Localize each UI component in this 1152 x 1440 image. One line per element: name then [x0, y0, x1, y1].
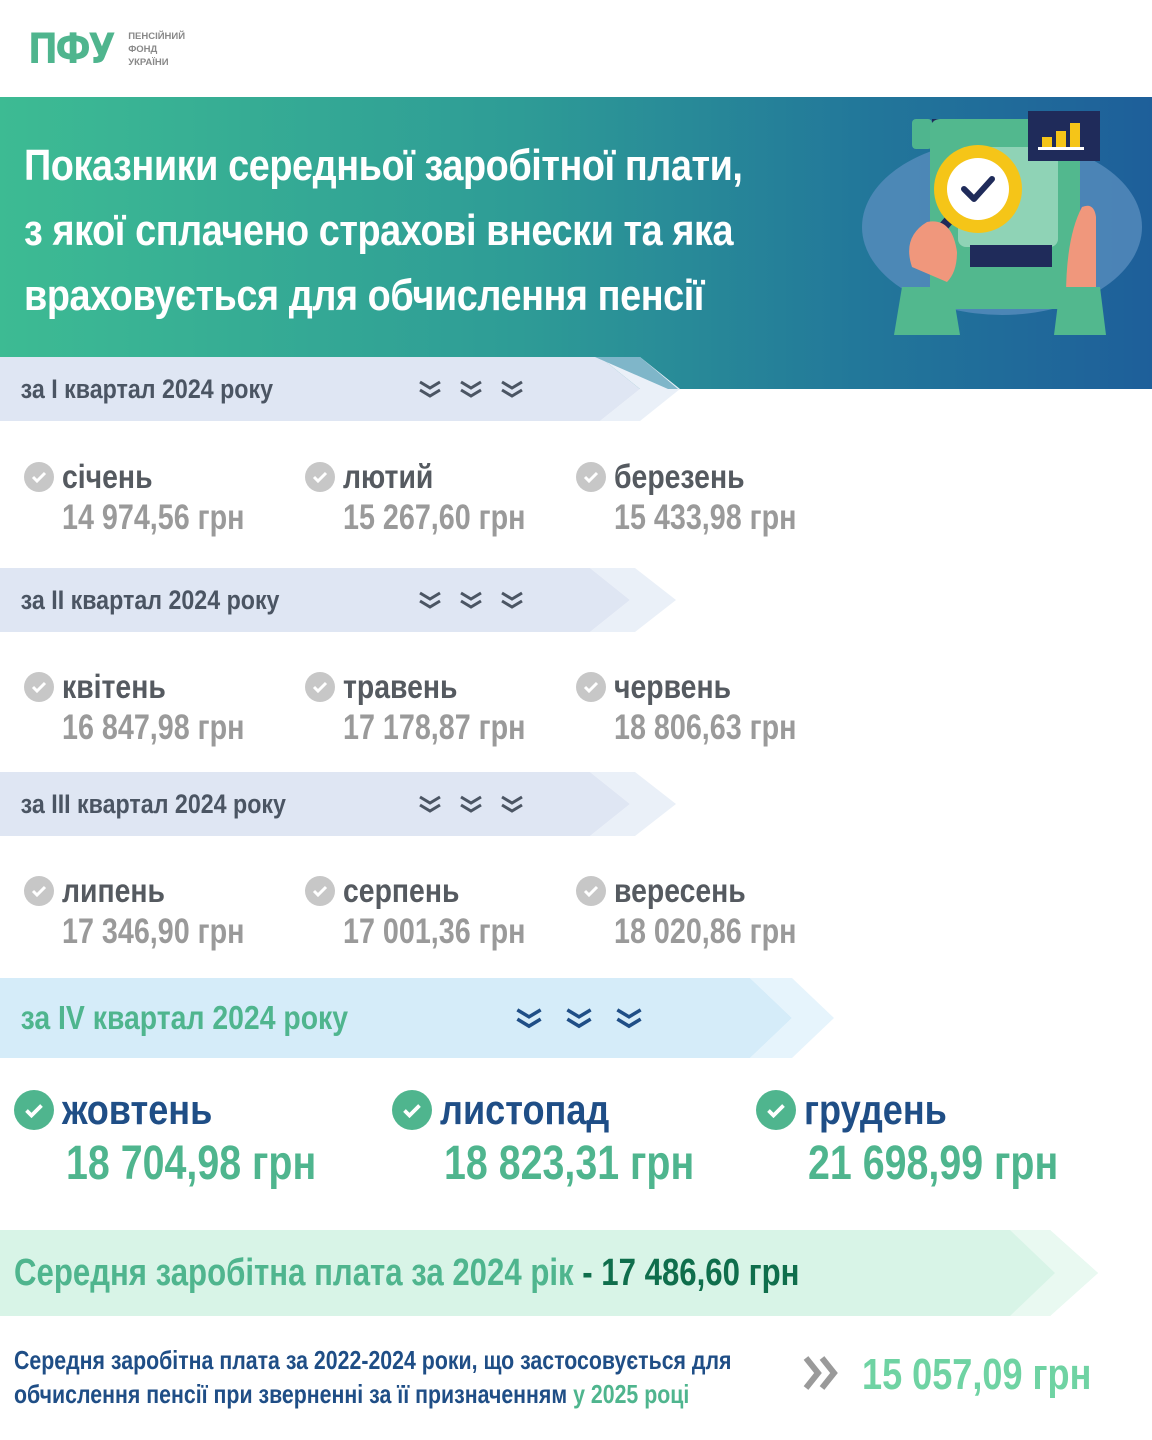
- logo-text: ПЕНСІЙНИЙ ФОНД УКРАЇНИ: [128, 30, 185, 69]
- month-item: липень 17 346,90 грн: [24, 872, 285, 952]
- month-value: 17 178,87 грн: [343, 708, 526, 747]
- double-chevron-down-icon: [457, 377, 485, 401]
- quarter-header-q3: за ІІІ квартал 2024 року: [0, 772, 680, 836]
- month-name: жовтень: [62, 1086, 213, 1133]
- month-name: серпень: [343, 872, 460, 909]
- check-circle-icon: [576, 876, 606, 906]
- month-value: 15 267,60 грн: [343, 498, 526, 537]
- month-item: червень 18 806,63 грн: [576, 668, 837, 748]
- month-value: 18 806,63 грн: [614, 708, 797, 747]
- month-item: серпень 17 001,36 грн: [305, 872, 566, 952]
- check-circle-icon: [305, 462, 335, 492]
- title-line: Показники середньої заробітної плати,: [24, 141, 743, 190]
- quarter-label: за IV квартал 2024 року: [20, 999, 349, 1036]
- month-value: 18 704,98 грн: [66, 1137, 317, 1190]
- double-chevron-down-icon: [498, 792, 526, 816]
- quarter-header-q2: за ІІ квартал 2024 року: [0, 568, 680, 632]
- check-circle-icon: [24, 462, 54, 492]
- month-value: 14 974,56 грн: [62, 498, 245, 537]
- month-item: лютий 15 267,60 грн: [305, 458, 566, 538]
- month-value: 21 698,99 грн: [808, 1137, 1059, 1190]
- month-item: травень 17 178,87 грн: [305, 668, 566, 748]
- month-value: 17 346,90 грн: [62, 912, 245, 951]
- month-item: березень 15 433,98 грн: [576, 458, 837, 538]
- double-chevron-down-icon: [498, 588, 526, 612]
- footer-line: обчислення пенсії при зверненні за її пр…: [14, 1379, 568, 1409]
- double-chevron-right-icon: [803, 1356, 838, 1390]
- month-name: червень: [614, 668, 732, 705]
- logo-line: ПЕНСІЙНИЙ: [128, 30, 186, 42]
- annual-label: Середня заробітна плата за 2024 рік: [14, 1252, 574, 1294]
- pfu-logo: ПФУ ПЕНСІЙНИЙ ФОНД УКРАЇНИ: [28, 28, 185, 70]
- chevrons: [512, 1004, 646, 1032]
- month-item: грудень 21 698,99 грн: [756, 1086, 1113, 1191]
- annual-average: Середня заробітна плата за 2024 рік - 17…: [14, 1252, 799, 1295]
- month-name: лютий: [343, 458, 434, 495]
- month-item: жовтень 18 704,98 грн: [14, 1086, 371, 1191]
- footer-value: 15 057,09 грн: [862, 1350, 1092, 1399]
- double-chevron-down-icon: [416, 792, 444, 816]
- title-line: з якої сплачено страхові внески та яка: [24, 206, 734, 255]
- double-chevron-down-icon: [457, 792, 485, 816]
- quarter-header-q1: за І квартал 2024 року: [0, 357, 680, 421]
- quarter-label: за ІІІ квартал 2024 року: [20, 788, 286, 819]
- month-name: квітень: [62, 668, 166, 705]
- page-title: Показники середньої заробітної плати, з …: [24, 133, 743, 328]
- logo-line: ФОНД: [128, 43, 158, 55]
- quarter-label: за ІІ квартал 2024 року: [20, 584, 280, 615]
- month-value: 16 847,98 грн: [62, 708, 245, 747]
- quarter-label: за І квартал 2024 року: [20, 373, 274, 404]
- check-circle-icon: [576, 462, 606, 492]
- annual-separator: -: [573, 1252, 602, 1294]
- footer-note: Середня заробітна плата за 2022-2024 рок…: [14, 1343, 731, 1411]
- title-line: враховується для обчислення пенсії: [24, 271, 705, 320]
- footer-line: Середня заробітна плата за 2022-2024 рок…: [14, 1345, 732, 1375]
- quarter-header-q4: за IV квартал 2024 року: [0, 978, 840, 1058]
- month-item: листопад 18 823,31 грн: [392, 1086, 749, 1191]
- quarter-banner-shape: [0, 772, 676, 836]
- month-name: грудень: [804, 1086, 947, 1133]
- month-item: квітень 16 847,98 грн: [24, 668, 285, 748]
- quarter-banner-shape: [0, 568, 676, 632]
- month-name: вересень: [614, 872, 746, 909]
- hero-banner: Показники середньої заробітної плати, з …: [0, 97, 1152, 389]
- double-chevron-down-icon: [416, 377, 444, 401]
- check-circle-icon: [14, 1090, 54, 1130]
- check-circle-icon: [305, 876, 335, 906]
- logo-line: УКРАЇНИ: [128, 56, 169, 68]
- document-magnifier-illustration-icon: [862, 111, 1142, 335]
- quarter-banner-shape: [0, 978, 834, 1058]
- double-chevron-down-icon: [562, 1004, 596, 1032]
- logo-mark: ПФУ: [28, 24, 116, 73]
- check-circle-icon: [305, 672, 335, 702]
- month-name: липень: [62, 872, 165, 909]
- month-item: січень 14 974,56 грн: [24, 458, 285, 538]
- check-circle-icon: [24, 672, 54, 702]
- month-name: січень: [62, 458, 153, 495]
- chevrons: [416, 792, 526, 816]
- double-chevron-down-icon: [612, 1004, 646, 1032]
- month-value: 15 433,98 грн: [614, 498, 797, 537]
- month-value: 17 001,36 грн: [343, 912, 526, 951]
- month-value: 18 020,86 грн: [614, 912, 797, 951]
- quarter-banner-shape: [0, 357, 680, 421]
- month-name: травень: [343, 668, 458, 705]
- double-chevron-down-icon: [498, 377, 526, 401]
- month-value: 18 823,31 грн: [444, 1137, 695, 1190]
- chevrons: [416, 377, 526, 401]
- check-circle-icon: [756, 1090, 796, 1130]
- month-name: листопад: [440, 1086, 610, 1133]
- check-circle-icon: [392, 1090, 432, 1130]
- double-chevron-down-icon: [457, 588, 485, 612]
- annual-banner-shape: [0, 1230, 1098, 1316]
- chevrons: [416, 588, 526, 612]
- check-circle-icon: [24, 876, 54, 906]
- month-item: вересень 18 020,86 грн: [576, 872, 837, 952]
- footer-highlight: у 2025 році: [567, 1379, 690, 1409]
- check-circle-icon: [576, 672, 606, 702]
- double-chevron-down-icon: [416, 588, 444, 612]
- annual-value: 17 486,60 грн: [601, 1252, 800, 1294]
- month-name: березень: [614, 458, 745, 495]
- double-chevron-down-icon: [512, 1004, 546, 1032]
